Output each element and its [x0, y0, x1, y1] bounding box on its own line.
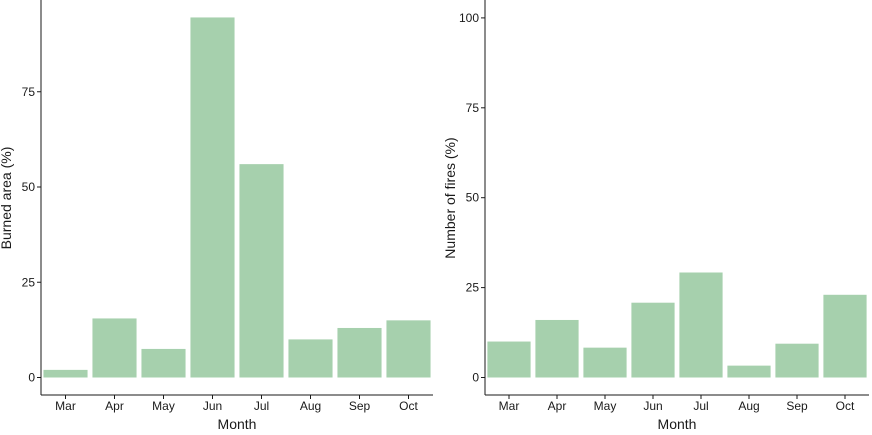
bar-aug: [288, 339, 333, 378]
y-tick-label: 25: [466, 281, 480, 295]
y-tick-label: 50: [22, 180, 36, 194]
bar-apr: [92, 318, 137, 378]
bar-jun: [190, 17, 235, 378]
bar-sep: [337, 327, 382, 378]
bar-apr: [535, 319, 579, 378]
bar-mar: [43, 369, 88, 378]
y-tick-label: 50: [466, 191, 480, 205]
x-tick-label-apr: Apr: [548, 399, 567, 413]
y-tick-label: 25: [22, 275, 36, 289]
y-tick-label: 75: [22, 85, 36, 99]
x-tick-label-jul: Jul: [693, 399, 708, 413]
bar-jul: [679, 272, 723, 378]
bar-oct: [823, 294, 867, 378]
x-tick-label-aug: Aug: [738, 399, 759, 413]
x-axis-title: Month: [218, 416, 257, 430]
x-tick-label-sep: Sep: [349, 399, 371, 413]
x-tick-label-mar: Mar: [55, 399, 76, 413]
x-tick-label-apr: Apr: [105, 399, 124, 413]
bar-may: [583, 347, 627, 378]
x-tick-label-jun: Jun: [643, 399, 662, 413]
x-axis-title: Month: [658, 416, 697, 430]
bar-jul: [239, 164, 284, 378]
bar-aug: [727, 365, 771, 378]
y-tick-label: 0: [28, 371, 35, 385]
bar-may: [141, 348, 186, 378]
y-tick-label: 100: [459, 11, 479, 25]
x-tick-label-sep: Sep: [786, 399, 808, 413]
x-tick-label-may: May: [152, 399, 175, 413]
y-axis-title: Burned area (%): [0, 147, 14, 250]
x-tick-label-mar: Mar: [499, 399, 520, 413]
x-tick-label-aug: Aug: [300, 399, 321, 413]
number-of-fires-chart: 0 25 50 75 100 Mar Apr May Jun Jul Aug Sep Oct Month N…: [442, 0, 869, 432]
y-tick-label: 75: [466, 101, 480, 115]
x-tick-label-jul: Jul: [254, 399, 269, 413]
x-tick-label-oct: Oct: [836, 399, 855, 413]
bar-jun: [631, 302, 675, 378]
bar-mar: [487, 341, 531, 378]
y-axis-title: Number of fires (%): [442, 137, 458, 258]
x-tick-label-jun: Jun: [203, 399, 222, 413]
bar-oct: [386, 320, 431, 378]
y-tick-label: 0: [472, 371, 479, 385]
x-tick-label-oct: Oct: [399, 399, 418, 413]
burned-area-chart: 0 25 50 75 Mar Apr May Jun Jul Aug Sep Oct Month Burn…: [0, 0, 433, 432]
x-tick-label-may: May: [594, 399, 617, 413]
bar-sep: [775, 343, 819, 378]
